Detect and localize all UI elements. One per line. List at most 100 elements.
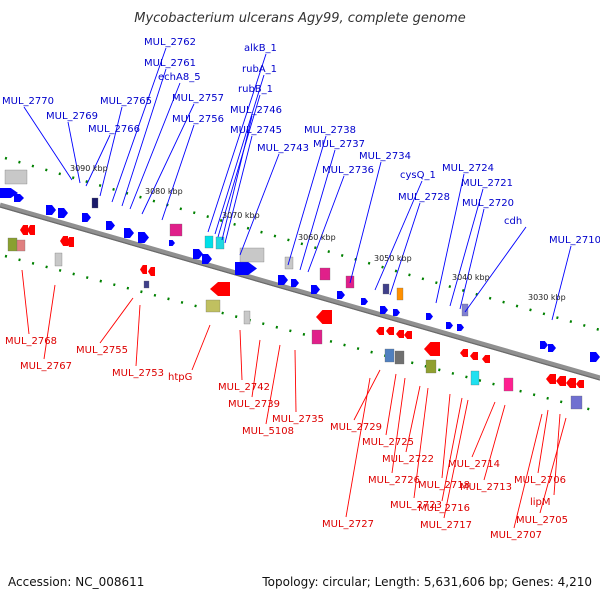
gene-label-mul-2739[interactable]: MUL_2739: [228, 399, 280, 410]
gene-label-lipm[interactable]: lipM: [530, 497, 551, 508]
reverse-gene-arrow: [566, 378, 576, 388]
leader-line: [435, 173, 465, 304]
forward-gene-labels: MUL_2770 MUL_2769 MUL_2766 MUL_2765 MUL_2762…: [2, 37, 600, 246]
gene-label-mul-2723[interactable]: MUL_2723: [390, 500, 442, 511]
gene-label-mul-2762[interactable]: MUL_2762: [144, 37, 196, 48]
reverse-gene-arrow: [60, 236, 68, 246]
leader-line: [294, 349, 297, 413]
backbone: [0, 202, 600, 381]
gene-label-mul-2767[interactable]: MUL_2767: [20, 361, 72, 372]
gene-label-mul-2721[interactable]: MUL_2721: [461, 178, 513, 189]
gene-label-mul-2716[interactable]: MUL_2716: [418, 503, 470, 514]
gene-label-mul-2753[interactable]: MUL_2753: [112, 368, 164, 379]
gene-label-mul-2707[interactable]: MUL_2707: [490, 530, 542, 541]
scale-label-3090: 3090 kbp: [70, 164, 108, 173]
leader-line: [239, 329, 243, 381]
scale-label-3040: 3040 kbp: [452, 273, 490, 282]
gene-label-htpg[interactable]: htpG: [168, 372, 192, 383]
gene-label-mul-2710[interactable]: MUL_2710: [549, 235, 600, 246]
gene-label-mul-2738[interactable]: MUL_2738: [304, 125, 356, 136]
reverse-gene-arrow: [482, 355, 490, 363]
leader-line: [459, 208, 485, 310]
gene-label-mul-2706[interactable]: MUL_2706: [514, 475, 566, 486]
gene-label-mul-2735[interactable]: MUL_2735: [272, 414, 324, 425]
forward-gene-arrow: [124, 228, 134, 238]
feature-box: [4, 169, 28, 185]
leader-line: [513, 413, 543, 529]
forward-gene-arrow: [278, 275, 288, 285]
gene-label-mul-2746[interactable]: MUL_2746: [230, 105, 282, 116]
gene-label-mul-2705[interactable]: MUL_2705: [516, 515, 568, 526]
gene-label-mul-2727[interactable]: MUL_2727: [322, 519, 374, 530]
gene-label-mul-2714[interactable]: MUL_2714: [448, 459, 500, 470]
gene-label-mul-2766[interactable]: MUL_2766: [88, 124, 140, 135]
gene-label-mul-2729[interactable]: MUL_2729: [330, 422, 382, 433]
gene-label-alkb-1[interactable]: alkB_1: [244, 43, 277, 54]
gene-label-mul-2717[interactable]: MUL_2717: [420, 520, 472, 531]
gene-label-mul-2722[interactable]: MUL_2722: [382, 454, 434, 465]
gene-label-mul-2745[interactable]: MUL_2745: [230, 125, 282, 136]
leader-line: [299, 149, 336, 271]
leader-line: [99, 297, 134, 344]
gene-label-mul-2770[interactable]: MUL_2770: [2, 96, 54, 107]
gene-label-mul-2761[interactable]: MUL_2761: [144, 58, 196, 69]
leader-line: [207, 53, 267, 233]
gene-label-mul-2757[interactable]: MUL_2757: [172, 93, 224, 104]
gene-label-mul-2728[interactable]: MUL_2728: [398, 192, 450, 203]
gene-label-cdh[interactable]: cdh: [504, 216, 522, 227]
gene-label-echa8-5[interactable]: echA8_5: [158, 72, 201, 83]
reverse-genes: [20, 225, 584, 388]
forward-gene-arrow: [446, 322, 453, 329]
feature-box: [384, 348, 395, 363]
gene-label-mul-2769[interactable]: MUL_2769: [46, 111, 98, 122]
feature-box: [243, 310, 251, 325]
gene-label-mul-2718[interactable]: MUL_2718: [418, 480, 470, 491]
reverse-gene-arrow: [27, 225, 35, 235]
scale-label-3050: 3050 kbp: [374, 254, 412, 263]
leader-line: [441, 393, 451, 479]
gene-label-mul-2756[interactable]: MUL_2756: [172, 114, 224, 125]
leader-line: [307, 175, 345, 273]
gene-label-mul-2737[interactable]: MUL_2737: [313, 139, 365, 150]
gene-label-mul-2736[interactable]: MUL_2736: [322, 165, 374, 176]
leader-line: [391, 377, 406, 474]
gene-label-rubb-1[interactable]: rubB_1: [238, 84, 273, 95]
bottom-leader-lines: [21, 269, 567, 529]
gene-label-mul-2765[interactable]: MUL_2765: [100, 96, 152, 107]
gene-label-mul-2726[interactable]: MUL_2726: [368, 475, 420, 486]
accession-text: Accession: NC_008611: [8, 575, 144, 589]
reverse-gene-arrow: [556, 376, 566, 386]
leader-line: [141, 103, 195, 215]
scale-label-3030: 3030 kbp: [528, 293, 566, 302]
leader-line: [221, 115, 253, 241]
gene-label-mul-2755[interactable]: MUL_2755: [76, 345, 128, 356]
leader-line: [385, 373, 397, 436]
gene-label-mul-2713[interactable]: MUL_2713: [460, 482, 512, 493]
gene-label-mul-2743[interactable]: MUL_2743: [257, 143, 309, 154]
leader-line: [265, 344, 281, 425]
feature-box: [396, 287, 404, 301]
reverse-gene-arrow: [546, 374, 556, 384]
gene-label-mul-2720[interactable]: MUL_2720: [462, 198, 514, 209]
leader-line: [483, 404, 506, 481]
feature-box: [394, 350, 405, 365]
forward-gene-arrow: [457, 324, 464, 331]
leader-line: [129, 82, 181, 210]
forward-gene-arrow: [82, 213, 91, 222]
gene-label-mul-2742[interactable]: MUL_2742: [218, 382, 270, 393]
gene-label-mul-5108[interactable]: MUL_5108: [242, 426, 294, 437]
gene-label-mul-2734[interactable]: MUL_2734: [359, 151, 411, 162]
feature-box: [239, 247, 265, 263]
gene-label-mul-2768[interactable]: MUL_2768: [5, 336, 57, 347]
feature-box: [461, 303, 469, 317]
gene-label-ruba-1[interactable]: rubA_1: [242, 64, 277, 75]
gene-label-mul-2724[interactable]: MUL_2724: [442, 163, 494, 174]
leader-line: [121, 68, 167, 207]
gene-label-cysq-1[interactable]: cysQ_1: [400, 170, 436, 181]
leader-line: [217, 94, 261, 238]
leader-line: [239, 153, 280, 256]
reverse-gene-arrow: [148, 267, 155, 276]
forward-genes: [0, 188, 600, 362]
feature-box: [311, 329, 323, 345]
gene-label-mul-2725[interactable]: MUL_2725: [362, 437, 414, 448]
